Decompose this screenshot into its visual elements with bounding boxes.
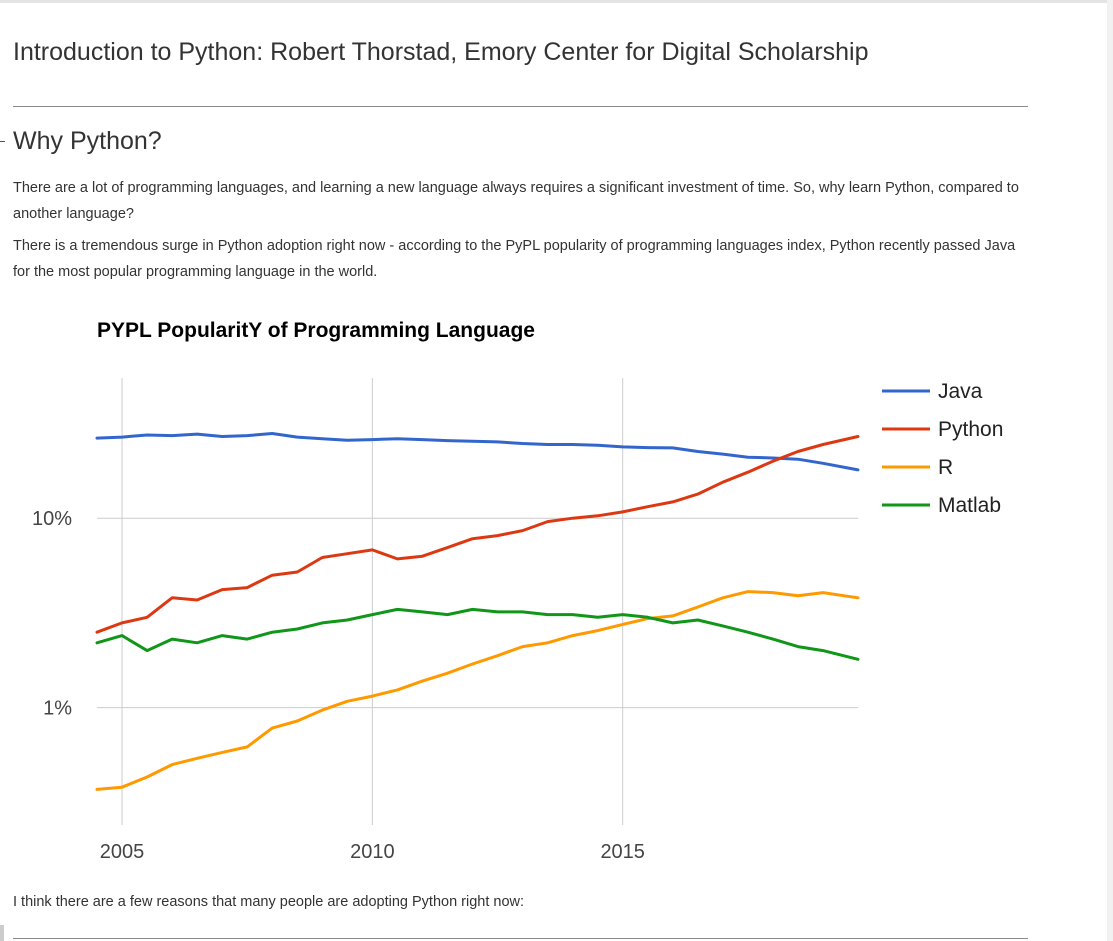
series-line-java — [95, 432, 860, 472]
legend-label-python: Python — [938, 418, 1003, 441]
paragraph-surge: There is a tremendous surge in Python ad… — [13, 238, 1016, 280]
scrollbar-track[interactable] — [1107, 0, 1113, 941]
x-tick-label-2010: 2010 — [350, 841, 395, 863]
chart-series — [95, 432, 860, 791]
section-heading: Why Python? — [13, 127, 162, 155]
legend-item-python[interactable]: Python — [882, 418, 1003, 441]
x-tick-label-2005: 2005 — [100, 841, 145, 863]
series-line-python — [95, 435, 860, 634]
paragraph-intro: There are a lot of programming languages… — [13, 180, 1019, 222]
series-line-matlab — [95, 607, 860, 661]
section-anchor-marker — [0, 141, 5, 142]
page-header-title: Introduction to Python: Robert Thorstad,… — [13, 38, 869, 66]
x-tick-label-2015: 2015 — [600, 841, 645, 863]
series-line-r — [95, 590, 860, 791]
legend-label-r: R — [938, 456, 953, 479]
header-divider — [13, 106, 1028, 107]
legend-item-matlab[interactable]: Matlab — [882, 494, 1001, 517]
top-border — [0, 0, 1113, 3]
scroll-edge-marker — [0, 925, 4, 941]
chart-title: PYPL PopularitY of Programming Language — [97, 319, 535, 342]
legend-item-java[interactable]: Java — [882, 380, 983, 403]
chart-gridlines — [97, 378, 858, 825]
y-tick-label-1: 1% — [43, 698, 72, 720]
footer-divider — [13, 938, 1028, 939]
legend-label-java: Java — [938, 380, 983, 403]
chart-legend[interactable]: Java Python R Matlab — [882, 380, 1003, 517]
chart-tick-labels: 2005 2010 2015 1% 10% — [32, 508, 645, 863]
popularity-chart: PYPL PopularitY of Programming Language … — [32, 319, 1003, 863]
y-tick-label-10: 10% — [32, 508, 72, 530]
paragraph-closing: I think there are a few reasons that man… — [13, 894, 525, 910]
legend-label-matlab: Matlab — [938, 494, 1001, 517]
legend-item-r[interactable]: R — [882, 456, 953, 479]
